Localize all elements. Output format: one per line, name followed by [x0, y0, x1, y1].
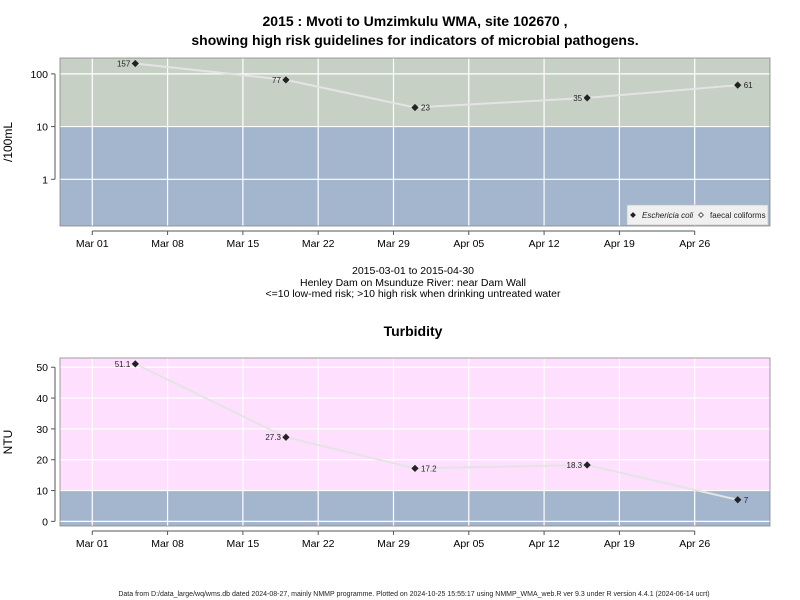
plot-frame: [59, 57, 771, 227]
y-tick-label: 100: [30, 69, 48, 81]
data-label: 27.3: [265, 433, 281, 442]
y-tick-label: 1: [42, 174, 48, 186]
data-point-marker: [131, 59, 139, 68]
data-label: 18.3: [567, 461, 583, 470]
x-tick-label: Apr 05: [453, 538, 484, 550]
data-label: 157: [117, 60, 131, 69]
legend-box: [626, 204, 769, 226]
bottom-chart-panel: 0 10 20 30 40 50 NTU Mar 01 Mar 08 Mar 15 Mar 22 Ma…: [1, 357, 771, 550]
y-axis-label: NTU: [1, 430, 15, 455]
data-label: 17.2: [421, 464, 437, 473]
data-point-marker: [734, 81, 742, 89]
legend: Eschericia coli faecal coliforms: [626, 204, 769, 226]
data-label: 61: [744, 81, 753, 90]
x-tick-label: Mar 29: [377, 538, 410, 550]
x-tick-label: Apr 12: [529, 538, 560, 550]
legend-label: Eschericia coli: [642, 211, 693, 220]
x-tick-label: Apr 19: [604, 538, 635, 550]
x-tick-label: Mar 22: [302, 538, 335, 550]
y-tick-label: 50: [36, 362, 48, 374]
y-tick-label: 30: [36, 424, 48, 436]
data-label: 51.1: [115, 360, 131, 369]
footer-note: Data from D:/data_large/wq/wms.db dated …: [118, 591, 709, 598]
x-tick-label: Apr 12: [529, 238, 560, 250]
data-label: 23: [421, 104, 430, 113]
data-point-marker: [282, 433, 290, 441]
data-label: 35: [573, 94, 582, 103]
top-chart-title-line2: showing high risk guidelines for indicat…: [191, 32, 638, 48]
x-tick-label: Mar 08: [151, 538, 184, 550]
top-chart-title-line1: 2015 : Mvoti to Umzimkulu WMA, site 1026…: [263, 13, 568, 29]
x-tick-label: Apr 19: [604, 238, 635, 250]
data-point-marker: [411, 103, 419, 112]
caption-date-range: 2015-03-01 to 2015-04-30: [352, 265, 474, 277]
x-tick-label: Mar 15: [227, 238, 260, 250]
bottom-chart-title: Turbidity: [384, 323, 443, 339]
x-tick-label: Mar 08: [151, 238, 184, 250]
x-tick-label: Apr 05: [453, 238, 484, 250]
x-tick-label: Apr 26: [679, 538, 710, 550]
x-tick-label: Mar 01: [76, 538, 109, 550]
x-tick-label: Mar 22: [302, 238, 335, 250]
y-tick-label: 10: [36, 122, 48, 134]
data-label: 7: [744, 496, 749, 505]
x-tick-label: Apr 26: [679, 238, 710, 250]
plot-frame: [59, 357, 771, 527]
data-point-marker: [583, 461, 591, 469]
data-point-marker: [411, 464, 419, 472]
data-point-marker: [583, 94, 591, 102]
y-tick-label: 40: [36, 393, 48, 405]
legend-label: faecal coliforms: [710, 211, 766, 220]
caption-risk-note: <=10 low-med risk; >10 high risk when dr…: [265, 288, 561, 300]
caption-site: Henley Dam on Msunduze River: near Dam W…: [300, 277, 526, 289]
y-tick-label: 10: [36, 486, 48, 498]
x-tick-label: Mar 01: [76, 238, 109, 250]
y-tick-label: 0: [42, 516, 48, 528]
legend-marker: [630, 212, 636, 218]
data-point-marker: [282, 76, 290, 84]
y-tick-label: 20: [36, 455, 48, 467]
data-point-marker: [734, 496, 742, 504]
y-axis-label: /100mL: [1, 122, 15, 162]
legend-marker: [698, 212, 704, 218]
data-point-marker: [131, 360, 139, 368]
top-chart-panel: 1 10 100/100mL Mar 01 Mar 08 Mar 15 Mar 22 Mar …: [1, 57, 771, 250]
x-tick-label: Mar 29: [377, 238, 410, 250]
band-0: [60, 490, 770, 526]
data-label: 77: [272, 76, 281, 85]
x-tick-label: Mar 15: [227, 538, 260, 550]
